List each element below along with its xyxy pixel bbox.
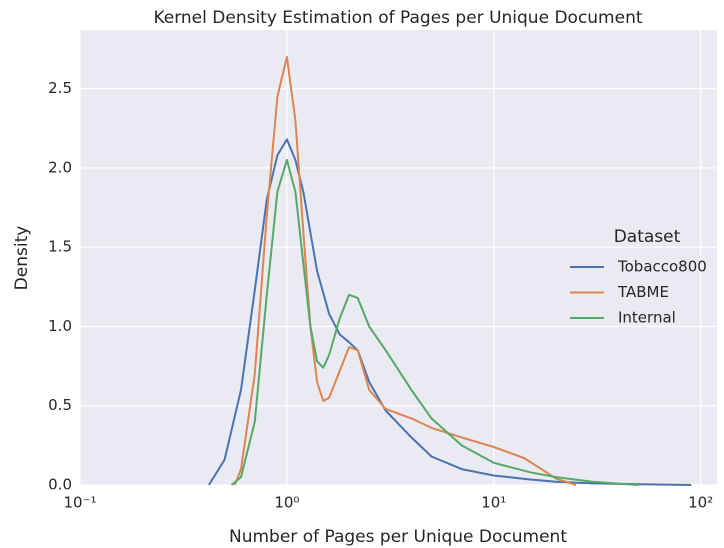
chart-title: Kernel Density Estimation of Pages per U… xyxy=(153,8,642,28)
y-tick-label: 0.5 xyxy=(48,396,72,414)
plot-area xyxy=(80,30,717,485)
x-tick-label: 10² xyxy=(688,494,713,512)
y-tick-label: 1.5 xyxy=(48,238,72,256)
y-tick-label: 1.0 xyxy=(48,317,72,335)
series-line xyxy=(208,138,692,486)
series-line xyxy=(230,159,639,486)
legend-label: TABME xyxy=(617,283,669,301)
x-tick-label: 10¹ xyxy=(481,494,506,512)
y-axis-label: Density xyxy=(12,226,32,291)
y-tick-label: 2.5 xyxy=(48,79,72,97)
legend-label: Internal xyxy=(618,309,676,327)
x-tick-label: 10⁰ xyxy=(274,494,299,512)
x-axis-label: Number of Pages per Unique Document xyxy=(229,527,567,547)
legend-label: Tobacco800 xyxy=(617,258,707,276)
series-line xyxy=(233,56,577,486)
legend-title: Dataset xyxy=(614,227,681,247)
y-tick-label: 0.0 xyxy=(48,476,72,494)
x-tick-label: 10⁻¹ xyxy=(63,494,96,512)
y-tick-label: 2.0 xyxy=(48,158,72,176)
